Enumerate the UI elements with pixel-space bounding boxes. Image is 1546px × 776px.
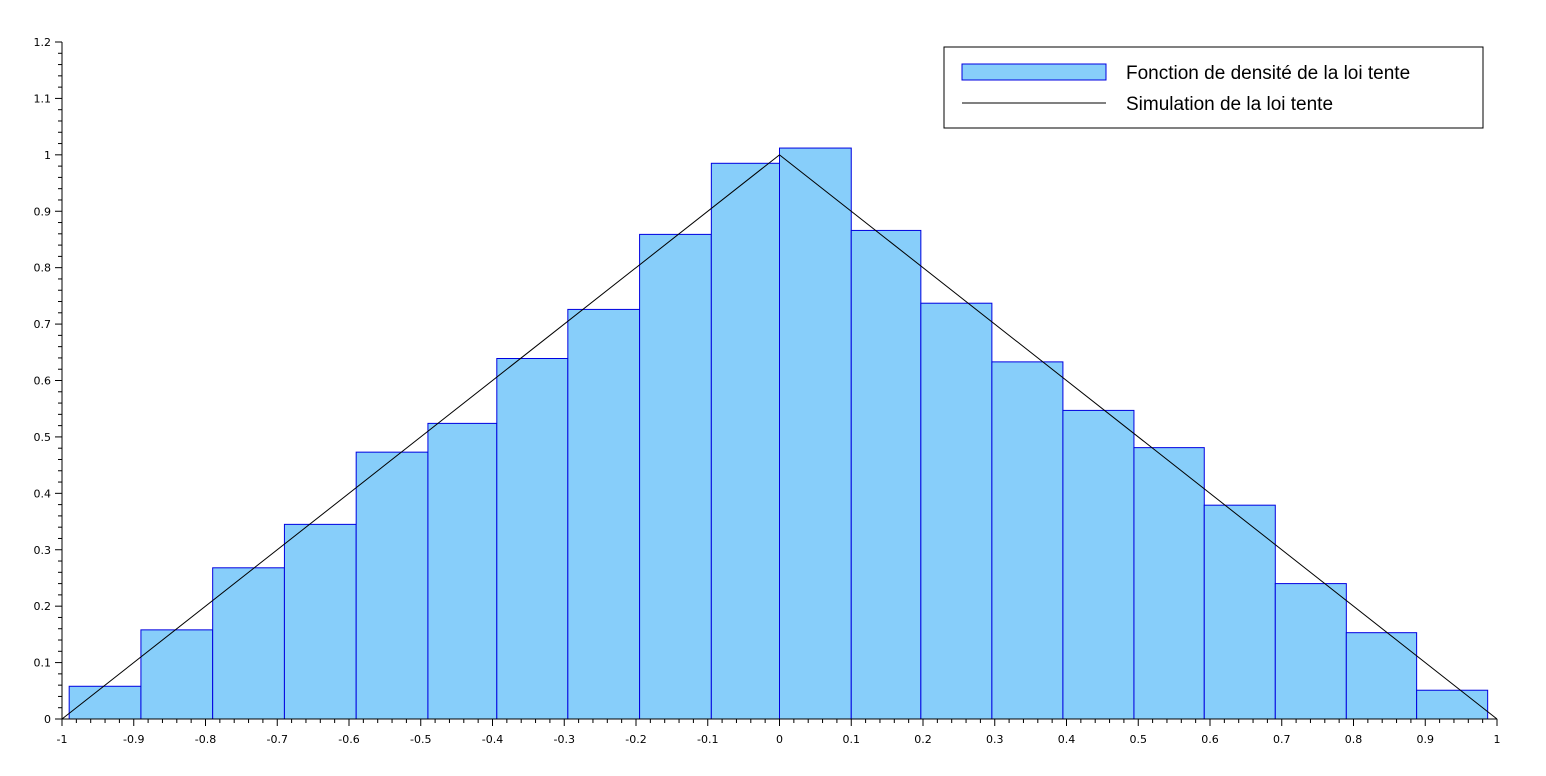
x-tick-label: 0.8 (1345, 733, 1363, 746)
x-tick-label: 0.9 (1417, 733, 1435, 746)
histogram-bar (779, 147, 852, 720)
axes-layer: -1 -0.9 -0.8 -0.7 -0.6 -0.5 -0.4 -0.3 -0.2 -0.1 0 0… (34, 36, 1501, 746)
x-tick-label: -0.7 (267, 733, 288, 746)
legend-label-density: Fonction de densité de la loi tente (1126, 63, 1410, 84)
y-tick-label: 0.5 (34, 431, 52, 444)
y-tick-label: 0.9 (34, 205, 52, 218)
x-tick-label: 0.4 (1058, 733, 1076, 746)
x-tick-label: 1 (1494, 733, 1501, 746)
histogram-bar (850, 229, 922, 720)
y-tick-label: 0.1 (34, 657, 52, 670)
histogram-bar (567, 308, 641, 720)
legend: Fonction de densité de la loi tente Simu… (943, 46, 1484, 129)
x-tick-label: -0.3 (554, 733, 575, 746)
histogram-bar (1416, 689, 1489, 720)
x-tick-label: -1 (57, 733, 68, 746)
y-tick-label: 0 (44, 713, 51, 726)
legend-label-simulation: Simulation de la loi tente (1126, 94, 1333, 115)
x-tick-label: 0.6 (1201, 733, 1219, 746)
bars-layer (68, 147, 1489, 720)
x-tick-label: -0.9 (123, 733, 144, 746)
y-tick-label: 0.2 (34, 600, 52, 613)
x-tick-label: 0 (776, 733, 783, 746)
histogram-bar (140, 629, 214, 720)
histogram-bar (427, 422, 498, 720)
histogram-bar (283, 523, 357, 720)
x-tick-label: 0.3 (986, 733, 1004, 746)
x-tick-label: 0.5 (1130, 733, 1148, 746)
histogram-bar (1203, 504, 1276, 720)
histogram-bar (212, 567, 285, 720)
y-tick-label: 1.1 (34, 92, 52, 105)
y-tick-label: 0.3 (34, 544, 52, 557)
y-tick-label: 0.8 (34, 262, 52, 275)
histogram-bar (710, 162, 781, 720)
histogram-bar (68, 685, 142, 720)
histogram-bar (920, 302, 993, 720)
histogram-bar (991, 361, 1064, 720)
x-tick-label: 0.2 (914, 733, 932, 746)
line-layer (61, 154, 1498, 720)
y-tick-label: 0.4 (34, 487, 52, 500)
y-tick-label: 1.2 (34, 36, 52, 49)
y-tick-label: 0.7 (34, 318, 52, 331)
legend-box (943, 46, 1484, 129)
y-tick-label: 1 (44, 149, 51, 162)
histogram-bar (1062, 409, 1135, 720)
x-tick-label: -0.1 (697, 733, 718, 746)
histogram-bar (496, 357, 569, 720)
x-tick-label: 0.7 (1273, 733, 1291, 746)
histogram-bar (639, 233, 712, 720)
x-tick-label: -0.8 (195, 733, 216, 746)
histogram-bar (355, 451, 429, 720)
histogram-bar (1274, 583, 1347, 720)
legend-swatch-bar (961, 63, 1107, 81)
histogram-bar (1133, 447, 1205, 720)
x-tick-label: -0.5 (410, 733, 431, 746)
density-line (61, 154, 1498, 720)
x-tick-label: -0.6 (338, 733, 359, 746)
histogram-bar (1345, 632, 1418, 720)
x-tick-label: -0.2 (625, 733, 646, 746)
x-tick-label: 0.1 (843, 733, 861, 746)
x-tick-label: -0.4 (482, 733, 503, 746)
y-tick-label: 0.6 (34, 375, 52, 388)
